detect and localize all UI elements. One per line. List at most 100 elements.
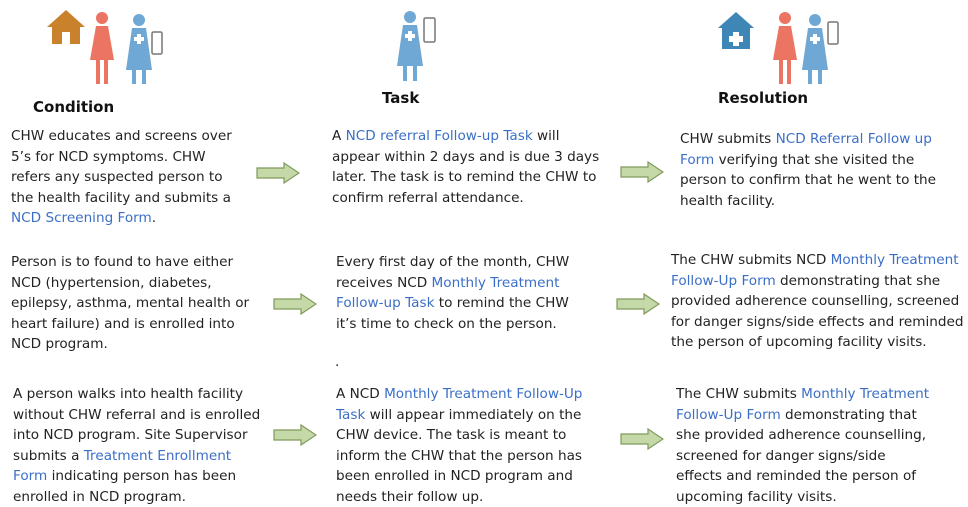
- text-line: effects and reminded the person of: [676, 466, 929, 487]
- text-segment: person to confirm that he went to the: [680, 172, 936, 188]
- condition-heading: Condition: [33, 98, 114, 116]
- text-segment: demonstrating that she: [776, 273, 940, 289]
- text-line: submits a Treatment Enrollment: [13, 446, 260, 467]
- text-line: heart failure) and is enrolled into: [11, 314, 249, 335]
- nurse-with-phone-icon: [397, 11, 435, 81]
- text-line: Follow-Up Form demonstrating that she: [671, 271, 964, 292]
- woman-icon: [90, 12, 114, 84]
- text-segment: The CHW submits: [676, 386, 801, 402]
- text-segment: it’s time to check on the person.: [336, 316, 557, 332]
- stray-mark: .: [335, 352, 339, 373]
- health-facility-icon: [718, 12, 754, 49]
- text-segment: heart failure) and is enrolled into: [11, 316, 235, 332]
- text-line: Every first day of the month, CHW: [336, 252, 569, 273]
- text-line: CHW submits NCD Referral Follow up: [680, 129, 936, 150]
- text-line: A person walks into health facility: [13, 384, 260, 405]
- text-segment: submits a: [13, 448, 84, 464]
- text-line: without CHW referral and is enrolled: [13, 405, 260, 426]
- text-segment: confirm referral attendance.: [332, 190, 524, 206]
- text-line: Follow-up Task to remind the CHW: [336, 293, 569, 314]
- text-line: been enrolled in NCD program and: [336, 466, 582, 487]
- text-segment: CHW educates and screens over: [11, 128, 232, 144]
- text-line: confirm referral attendance.: [332, 188, 599, 209]
- woman-icon: [773, 12, 797, 84]
- arrow-right-icon: [620, 161, 664, 183]
- form-link[interactable]: NCD Referral Follow up: [776, 131, 932, 147]
- text-segment: receives NCD: [336, 275, 432, 291]
- form-link[interactable]: Follow-Up Form: [671, 273, 776, 289]
- nurse-with-phone-icon: [126, 14, 162, 84]
- text-line: appear within 2 days and is due 3 days: [332, 147, 599, 168]
- arrow-right-icon: [256, 162, 300, 184]
- text-segment: NCD (hypertension, diabetes,: [11, 275, 212, 291]
- text-line: epilepsy, asthma, mental health or: [11, 293, 249, 314]
- text-segment: A NCD: [336, 386, 384, 402]
- text-line: the health facility and submits a: [11, 188, 232, 209]
- text-line: into NCD program. Site Supervisor: [13, 425, 260, 446]
- text-segment: effects and reminded the person of: [676, 468, 916, 484]
- resolution-heading: Resolution: [718, 89, 808, 107]
- text-segment: provided adherence counselling, screened: [671, 293, 959, 309]
- text-line: provided adherence counselling, screened: [671, 291, 964, 312]
- text-line: Person is to found to have either: [11, 252, 249, 273]
- text-segment: epilepsy, asthma, mental health or: [11, 295, 249, 311]
- task-icons: [396, 6, 446, 86]
- text-segment: The CHW submits NCD: [671, 252, 831, 268]
- text-segment: will: [533, 128, 560, 144]
- arrow-right-icon: [620, 428, 664, 450]
- text-line: receives NCD Monthly Treatment: [336, 273, 569, 294]
- form-link[interactable]: NCD Screening Form: [11, 210, 152, 226]
- form-link[interactable]: Monthly Treatment: [831, 252, 959, 268]
- text-segment: she provided adherence counselling,: [676, 427, 926, 443]
- text-segment: the person of upcoming facility visits.: [671, 334, 927, 350]
- text-line: for danger signs/side effects and remind…: [671, 312, 964, 333]
- text-line: A NCD Monthly Treatment Follow-Up: [336, 384, 582, 405]
- text-segment: indicating person has been: [47, 468, 236, 484]
- text-segment: Person is to found to have either: [11, 254, 233, 270]
- house-icon: [47, 10, 85, 44]
- text-segment: the health facility and submits a: [11, 190, 231, 206]
- text-segment: to remind the CHW: [434, 295, 568, 311]
- text-segment: NCD program.: [11, 336, 108, 352]
- form-link[interactable]: Form: [13, 468, 47, 484]
- text-line: refers any suspected person to: [11, 167, 232, 188]
- form-link[interactable]: Task: [336, 407, 365, 423]
- condition-text-1: CHW educates and screens over 5’s for NCD…: [11, 126, 232, 229]
- text-segment: A: [332, 128, 346, 144]
- text-line: it’s time to check on the person.: [336, 314, 569, 335]
- text-line: inform the CHW that the person has: [336, 446, 582, 467]
- text-line: health facility.: [680, 191, 936, 212]
- text-line: NCD Screening Form.: [11, 208, 232, 229]
- text-line: CHW educates and screens over: [11, 126, 232, 147]
- form-link[interactable]: Treatment Enrollment: [84, 448, 231, 464]
- resolution-icons: [716, 8, 846, 88]
- form-link[interactable]: Monthly Treatment: [801, 386, 929, 402]
- nurse-with-phone-icon: [802, 14, 838, 84]
- form-link[interactable]: Follow-Up Form: [676, 407, 781, 423]
- text-segment: CHW submits: [680, 131, 776, 147]
- text-segment: A person walks into health facility: [13, 386, 243, 402]
- condition-text-3: A person walks into health facility witho…: [13, 384, 260, 507]
- form-link[interactable]: NCD referral Follow-up Task: [346, 128, 533, 144]
- form-link[interactable]: Follow-up Task: [336, 295, 434, 311]
- text-segment: without CHW referral and is enrolled: [13, 407, 260, 423]
- form-link[interactable]: Monthly Treatment: [432, 275, 560, 291]
- text-segment: inform the CHW that the person has: [336, 448, 582, 464]
- text-line: NCD program.: [11, 334, 249, 355]
- text-line: CHW device. The task is meant to: [336, 425, 582, 446]
- form-link[interactable]: Form: [680, 152, 714, 168]
- text-segment: will appear immediately on the: [365, 407, 581, 423]
- text-segment: for danger signs/side effects and remind…: [671, 314, 964, 330]
- text-segment: 5’s for NCD symptoms. CHW: [11, 149, 206, 165]
- text-line: Task will appear immediately on the: [336, 405, 582, 426]
- form-link[interactable]: Monthly Treatment Follow-Up: [384, 386, 582, 402]
- text-line: Follow-Up Form demonstrating that: [676, 405, 929, 426]
- text-line: screened for danger signs/side: [676, 446, 929, 467]
- text-line: The CHW submits NCD Monthly Treatment: [671, 250, 964, 271]
- text-line: The CHW submits Monthly Treatment: [676, 384, 929, 405]
- text-line: A NCD referral Follow-up Task will: [332, 126, 599, 147]
